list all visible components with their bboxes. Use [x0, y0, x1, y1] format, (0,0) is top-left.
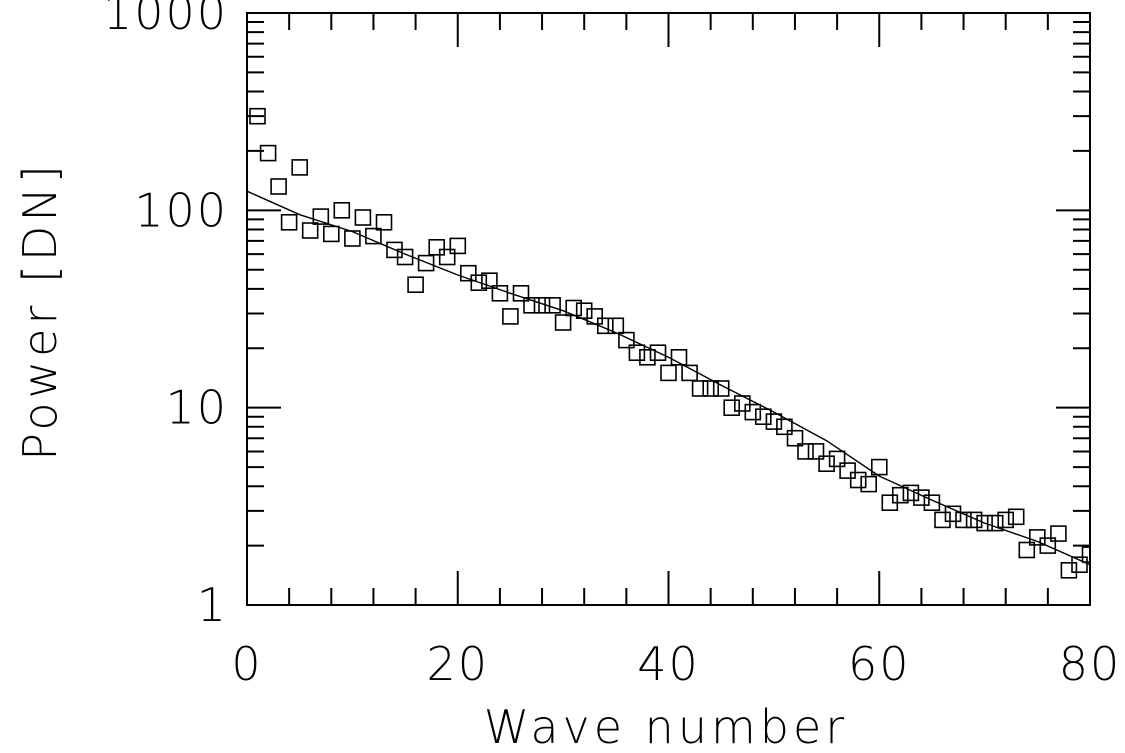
- data-point: [934, 511, 951, 529]
- data-point: [544, 296, 561, 314]
- data-point: [575, 302, 593, 320]
- data-point: [849, 471, 867, 489]
- data-point: [1007, 508, 1025, 526]
- data-point: [449, 237, 467, 255]
- data-point: [438, 248, 456, 266]
- data-point: [554, 314, 572, 331]
- data-point: [997, 511, 1015, 529]
- data-point: [312, 208, 330, 225]
- data-point: [839, 462, 856, 479]
- data-point: [618, 331, 635, 349]
- data-point: [502, 308, 519, 325]
- data-point: [660, 364, 677, 382]
- data-point: [733, 395, 751, 412]
- data-point: [375, 214, 393, 231]
- data-point: [491, 284, 509, 302]
- x-tick-label: 80: [1059, 637, 1122, 691]
- data-point: [649, 344, 667, 362]
- data-point: [586, 308, 604, 325]
- data-point: [765, 413, 783, 430]
- data-point: [354, 209, 372, 226]
- data-point: [944, 505, 962, 523]
- data-point: [533, 296, 551, 314]
- plot-frame-group: [246, 12, 1091, 606]
- data-point: [870, 458, 888, 476]
- x-axis-title: Wave number: [484, 700, 848, 753]
- data-point: [407, 276, 424, 294]
- y-tick-label: 1: [197, 578, 228, 632]
- data-point: [470, 274, 488, 292]
- data-point: [986, 514, 1004, 532]
- data-point: [280, 214, 298, 231]
- data-point: [512, 284, 530, 302]
- data-point: [807, 443, 825, 460]
- data-point: [596, 317, 614, 335]
- axis-ticks-group: [246, 12, 1091, 606]
- data-point: [776, 418, 793, 436]
- data-point: [965, 511, 983, 529]
- data-point: [607, 317, 625, 335]
- data-point: [1050, 525, 1067, 542]
- x-tick-label: 20: [426, 637, 489, 691]
- data-point: [976, 514, 993, 532]
- data-point: [639, 348, 656, 366]
- data-point: [702, 380, 720, 397]
- y-tick-label: 1000: [103, 0, 228, 40]
- data-point: [670, 348, 688, 366]
- data-point: [1060, 561, 1078, 579]
- data-point: [249, 107, 266, 125]
- data-point: [1081, 546, 1090, 563]
- data-point: [828, 450, 846, 468]
- data-point: [744, 403, 762, 421]
- x-tick-label: 60: [848, 637, 911, 691]
- data-point: [396, 248, 414, 266]
- data-point: [481, 272, 498, 290]
- data-point: [291, 159, 309, 176]
- data-point: [797, 443, 814, 460]
- data-point: [301, 222, 319, 239]
- data-point: [428, 239, 446, 256]
- data-point: [860, 475, 878, 493]
- data-point: [417, 254, 435, 272]
- data-points-group: [249, 107, 1090, 579]
- data-point: [333, 202, 351, 219]
- y-tick-label: 10: [165, 381, 228, 435]
- data-point: [628, 344, 646, 362]
- data-point: [786, 429, 804, 447]
- data-point: [723, 399, 741, 417]
- fit-line-group: [246, 190, 1091, 566]
- data-point: [1071, 556, 1088, 574]
- data-point: [902, 484, 920, 502]
- data-point: [955, 511, 972, 529]
- y-axis-title: Power [DN]: [13, 161, 67, 460]
- data-point: [365, 227, 382, 245]
- data-point: [565, 299, 583, 317]
- data-point: [1018, 541, 1036, 559]
- data-point: [913, 489, 930, 506]
- data-point: [691, 380, 709, 397]
- x-tick-label: 0: [231, 637, 262, 691]
- data-point: [712, 380, 730, 397]
- data-point: [259, 144, 277, 162]
- data-point: [1039, 537, 1057, 554]
- data-point: [818, 455, 835, 473]
- data-point: [681, 364, 698, 382]
- data-point: [754, 408, 772, 426]
- data-point: [523, 296, 540, 314]
- data-point: [459, 264, 477, 282]
- data-point: [891, 486, 909, 504]
- data-point: [322, 225, 340, 243]
- tick-labels-group: 0 20 40 60 80 1 10 100 1000: [103, 0, 1122, 691]
- data-point: [270, 178, 287, 195]
- plot-frame: [246, 12, 1091, 606]
- fit-line: [246, 190, 1091, 566]
- data-point: [344, 230, 361, 247]
- y-tick-label: 100: [134, 183, 228, 237]
- x-tick-label: 40: [637, 637, 700, 691]
- data-point: [923, 494, 941, 512]
